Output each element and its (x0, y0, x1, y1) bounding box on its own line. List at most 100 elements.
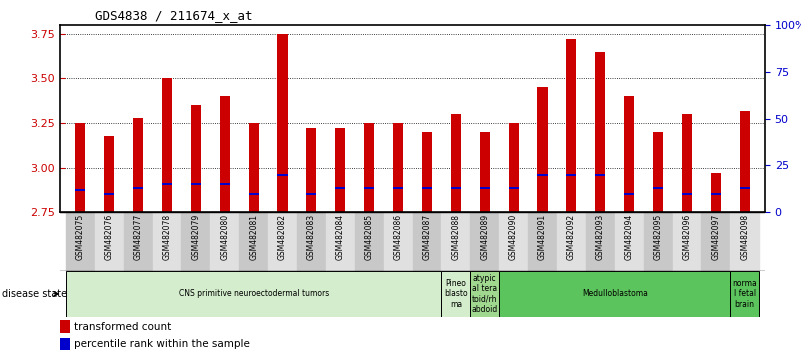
Bar (653, 187, 663, 189)
Bar (60, 338, 70, 350)
Bar (162, 183, 172, 185)
Text: GSM482089: GSM482089 (481, 214, 489, 260)
Bar (537, 174, 548, 176)
Bar (710, 173, 721, 212)
Bar (277, 174, 288, 176)
Bar (181, 212, 211, 271)
Bar (682, 114, 692, 212)
Bar (393, 123, 403, 212)
Bar (451, 114, 461, 212)
Bar (731, 271, 759, 317)
Bar (595, 174, 606, 176)
Bar (239, 212, 268, 271)
Bar (710, 193, 721, 195)
Bar (624, 96, 634, 212)
Bar (586, 212, 614, 271)
Bar (499, 271, 731, 317)
Text: Pineo
blasto
ma: Pineo blasto ma (444, 279, 468, 309)
Text: GSM482085: GSM482085 (364, 214, 374, 260)
Bar (364, 123, 374, 212)
Bar (95, 212, 123, 271)
Bar (537, 87, 548, 212)
Text: GSM482095: GSM482095 (654, 214, 662, 261)
Bar (191, 183, 201, 185)
Text: GSM482088: GSM482088 (451, 214, 461, 260)
Bar (277, 34, 288, 212)
Bar (75, 123, 86, 212)
Bar (297, 212, 326, 271)
Bar (133, 118, 143, 212)
Text: GSM482077: GSM482077 (134, 214, 143, 261)
Bar (509, 187, 519, 189)
Bar (413, 212, 441, 271)
Bar (123, 212, 152, 271)
Text: GSM482093: GSM482093 (596, 214, 605, 261)
Bar (480, 187, 489, 189)
Text: GSM482082: GSM482082 (278, 214, 287, 260)
Bar (470, 212, 499, 271)
Text: disease state: disease state (2, 289, 66, 299)
Bar (614, 212, 644, 271)
Bar (566, 39, 577, 212)
Text: GSM482084: GSM482084 (336, 214, 344, 260)
Bar (595, 52, 606, 212)
Bar (422, 132, 432, 212)
Bar (731, 212, 759, 271)
Text: GSM482083: GSM482083 (307, 214, 316, 260)
Text: atypic
al tera
toid/rh
abdoid: atypic al tera toid/rh abdoid (472, 274, 498, 314)
Bar (306, 193, 316, 195)
Text: GSM482092: GSM482092 (567, 214, 576, 260)
Bar (268, 212, 297, 271)
Text: GSM482087: GSM482087 (422, 214, 432, 260)
Bar (393, 187, 403, 189)
Bar (480, 132, 489, 212)
Text: GSM482075: GSM482075 (76, 214, 85, 261)
Bar (75, 189, 86, 191)
Bar (451, 187, 461, 189)
Bar (152, 212, 181, 271)
Bar (566, 174, 577, 176)
Text: Medulloblastoma: Medulloblastoma (582, 289, 648, 298)
Bar (60, 320, 70, 333)
Text: GSM482091: GSM482091 (538, 214, 547, 260)
Bar (66, 271, 441, 317)
Bar (441, 271, 470, 317)
Bar (66, 212, 95, 271)
Text: percentile rank within the sample: percentile rank within the sample (74, 339, 250, 349)
Text: GSM482086: GSM482086 (393, 214, 403, 260)
Bar (104, 193, 115, 195)
Bar (499, 212, 528, 271)
Text: GSM482076: GSM482076 (105, 214, 114, 261)
Text: GSM482090: GSM482090 (509, 214, 518, 261)
Text: CNS primitive neuroectodermal tumors: CNS primitive neuroectodermal tumors (179, 289, 328, 298)
Bar (133, 187, 143, 189)
Bar (384, 212, 413, 271)
Bar (441, 212, 470, 271)
Text: GDS4838 / 211674_x_at: GDS4838 / 211674_x_at (95, 9, 253, 22)
Bar (364, 187, 374, 189)
Text: GSM482094: GSM482094 (625, 214, 634, 261)
Bar (355, 212, 384, 271)
Bar (653, 132, 663, 212)
Text: GSM482096: GSM482096 (682, 214, 691, 261)
Text: GSM482080: GSM482080 (220, 214, 229, 260)
Bar (422, 187, 432, 189)
Bar (702, 212, 731, 271)
Bar (673, 212, 702, 271)
Text: GSM482078: GSM482078 (163, 214, 171, 260)
Bar (306, 129, 316, 212)
Text: GSM482098: GSM482098 (740, 214, 749, 260)
Bar (739, 187, 750, 189)
Bar (248, 193, 259, 195)
Bar (336, 129, 345, 212)
Bar (191, 105, 201, 212)
Bar (739, 110, 750, 212)
Bar (470, 271, 499, 317)
Text: GSM482081: GSM482081 (249, 214, 258, 260)
Bar (162, 78, 172, 212)
Text: GSM482079: GSM482079 (191, 214, 200, 261)
Bar (528, 212, 557, 271)
Bar (219, 96, 230, 212)
Text: GSM482097: GSM482097 (711, 214, 720, 261)
Text: transformed count: transformed count (74, 322, 171, 332)
